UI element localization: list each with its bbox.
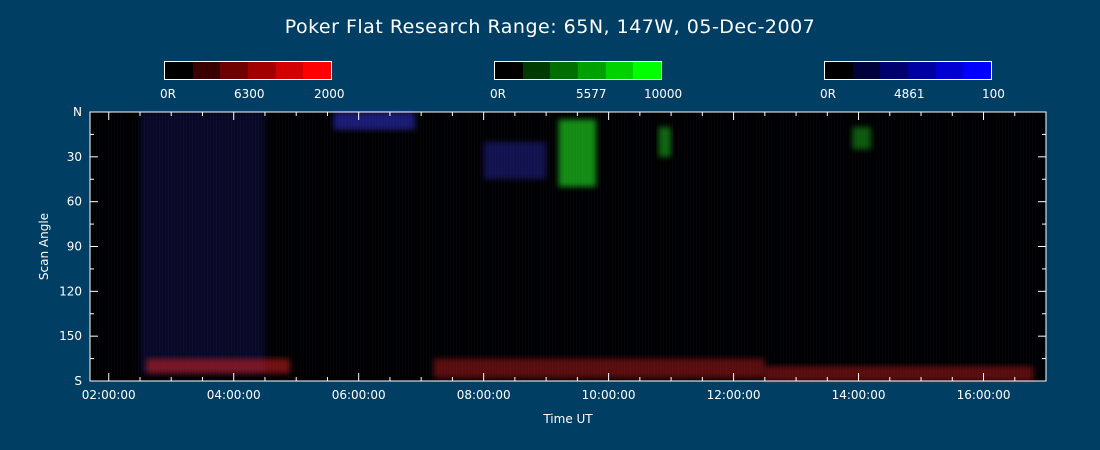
color-scale-5577: 0R 5577 10000 — [490, 61, 682, 101]
y-tick-label: 120 — [59, 284, 82, 298]
color-scale-bar — [164, 61, 332, 80]
color-scale-swatch — [275, 62, 304, 79]
y-axis: N 30 60 90 120 150 S — [59, 105, 1046, 388]
color-scale-swatch — [522, 62, 551, 79]
color-scale-swatch — [495, 62, 523, 79]
color-scale-6300: 0R 6300 2000 — [160, 61, 345, 101]
x-tick-label: 14:00:00 — [832, 388, 886, 402]
emission-features — [139, 112, 1034, 381]
y-axis-label: Scan Angle — [37, 213, 51, 280]
y-tick-label: 30 — [67, 150, 82, 164]
color-scale-swatch — [605, 62, 634, 79]
emission-feature-4861 — [139, 112, 265, 374]
chart-title: Poker Flat Research Range: 65N, 147W, 05… — [284, 16, 816, 38]
x-axis: 02:00:00 04:00:00 06:00:00 08:00:00 10:00:00… — [82, 112, 1047, 402]
emission-feature-4861 — [333, 112, 415, 130]
color-scale-wavelength-label: 5577 — [576, 87, 607, 101]
x-tick-label: 16:00:00 — [957, 388, 1011, 402]
color-scale-swatch — [935, 62, 964, 79]
x-tick-label: 06:00:00 — [332, 388, 386, 402]
x-tick-label: 10:00:00 — [582, 388, 636, 402]
color-scale-swatch — [303, 62, 332, 79]
color-scale-min-label: 0R — [820, 87, 836, 101]
color-scale-swatch — [192, 62, 221, 79]
color-scale-max-label: 100 — [982, 87, 1005, 101]
color-scale-swatch — [852, 62, 881, 79]
color-scale-swatch — [550, 62, 579, 79]
emission-feature-6300 — [433, 358, 765, 379]
color-scale-swatch — [578, 62, 606, 79]
y-tick-label: 60 — [67, 195, 82, 209]
color-scale-max-label: 2000 — [314, 87, 345, 101]
emission-feature-4861 — [483, 141, 547, 180]
color-scale-min-label: 0R — [490, 87, 506, 101]
color-scale-swatch — [908, 62, 936, 79]
y-tick-label: 90 — [67, 240, 82, 254]
emission-feature-6300 — [764, 366, 1034, 381]
color-scale-bar — [824, 61, 992, 80]
color-scale-swatch — [248, 62, 276, 79]
x-axis-label: Time UT — [542, 412, 593, 426]
emission-feature-6300 — [146, 358, 290, 374]
color-scale-swatch — [963, 62, 992, 79]
x-tick-label: 08:00:00 — [457, 388, 511, 402]
color-scale-wavelength-label: 4861 — [894, 87, 925, 101]
color-scale-swatch — [880, 62, 909, 79]
x-tick-label: 02:00:00 — [82, 388, 136, 402]
color-scale-swatch — [165, 62, 193, 79]
emission-feature-5577 — [852, 126, 872, 150]
x-tick-label: 04:00:00 — [207, 388, 261, 402]
emission-feature-5577 — [658, 126, 672, 157]
emission-feature-5577 — [558, 119, 597, 187]
color-scale-swatch — [220, 62, 249, 79]
color-scale-4861: 0R 4861 100 — [820, 61, 1005, 101]
color-scale-bar — [494, 61, 662, 80]
color-scale-swatch — [825, 62, 853, 79]
color-scale-min-label: 0R — [160, 87, 176, 101]
y-tick-label: 150 — [59, 329, 82, 343]
color-scale-wavelength-label: 6300 — [234, 87, 265, 101]
x-tick-label: 12:00:00 — [707, 388, 761, 402]
color-scale-max-label: 10000 — [644, 87, 683, 101]
y-tick-label: N — [73, 105, 82, 119]
color-scale-swatch — [633, 62, 662, 79]
y-tick-label: S — [74, 374, 82, 388]
